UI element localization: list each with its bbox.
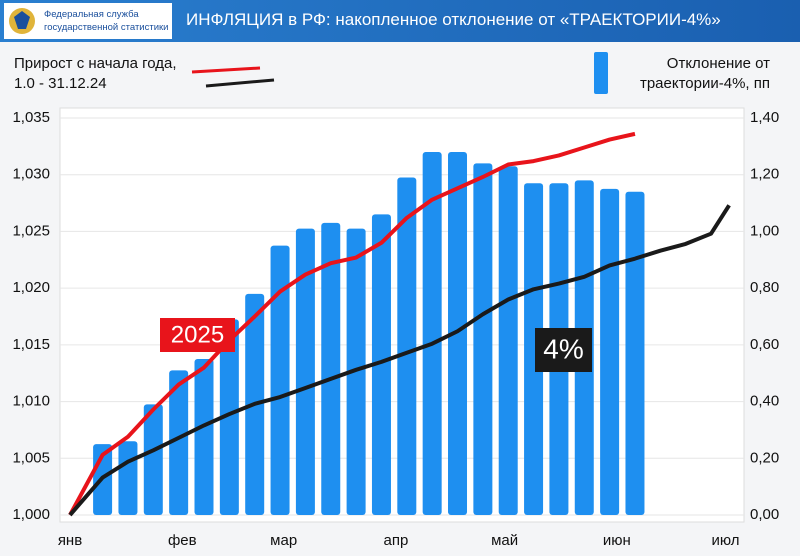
x-tick-label: мар xyxy=(270,532,297,549)
y-tick-label: 1,010 xyxy=(12,393,50,410)
x-tick-label: янв xyxy=(58,532,82,549)
bar xyxy=(473,163,493,515)
bar xyxy=(118,441,138,515)
bar xyxy=(448,152,468,515)
x-tick-label: июл xyxy=(711,532,739,549)
line xyxy=(68,204,731,517)
y2-tick-label: 1,00 xyxy=(750,222,779,239)
series-label-box xyxy=(535,328,592,372)
bar xyxy=(194,359,214,515)
x-tick-label: апр xyxy=(384,532,409,549)
bar xyxy=(219,319,239,515)
bar xyxy=(498,166,518,515)
legend-swatch xyxy=(191,66,261,74)
legend-swatch xyxy=(594,52,608,94)
legend-text: Отклонение от траектории-4%, пп xyxy=(639,55,770,92)
line xyxy=(68,131,636,516)
x-tick-label: июн xyxy=(603,532,631,549)
logo: Федеральная служба государственной стати… xyxy=(4,3,172,39)
bar xyxy=(371,214,391,515)
y-tick-label: 1,030 xyxy=(12,166,50,183)
y-tick-label: 1,035 xyxy=(12,109,50,126)
y2-tick-label: 0,40 xyxy=(750,393,779,410)
bar xyxy=(169,370,189,515)
series-label-box xyxy=(160,318,235,352)
chart-title: ИНФЛЯЦИЯ в РФ: накопленное отклонение от… xyxy=(186,10,721,29)
bar xyxy=(321,222,341,515)
x-tick-label: май xyxy=(491,532,518,549)
y-tick-label: 1,005 xyxy=(12,449,50,466)
header: Федеральная служба государственной стати… xyxy=(0,0,800,42)
y-tick-label: 1,020 xyxy=(12,279,50,296)
bar xyxy=(625,191,645,515)
y2-tick-label: 1,40 xyxy=(750,109,779,126)
bar xyxy=(397,177,417,516)
bar xyxy=(600,188,620,515)
y2-tick-label: 0,20 xyxy=(750,449,779,466)
emblem xyxy=(9,8,35,34)
logo-text: Федеральная служба государственной стати… xyxy=(44,9,169,33)
series-label: 4% xyxy=(543,333,583,364)
y2-tick-label: 1,20 xyxy=(750,166,779,183)
legend-text: Прирост с начала года, 1.0 - 31.12.24 xyxy=(14,55,177,92)
y2-tick-label: 0,00 xyxy=(750,506,779,523)
y2-tick-label: 0,80 xyxy=(750,279,779,296)
y-tick-label: 1,025 xyxy=(12,222,50,239)
y2-tick-label: 0,60 xyxy=(750,336,779,353)
y-tick-label: 1,015 xyxy=(12,336,50,353)
legend-swatch xyxy=(205,78,275,88)
bar xyxy=(270,245,290,515)
bar xyxy=(295,228,315,516)
bar xyxy=(422,152,442,515)
bar xyxy=(524,183,544,515)
y-tick-label: 1,000 xyxy=(12,506,50,523)
bar xyxy=(143,404,163,515)
series-label: 2025 xyxy=(171,321,224,348)
x-tick-label: фев xyxy=(168,532,197,549)
